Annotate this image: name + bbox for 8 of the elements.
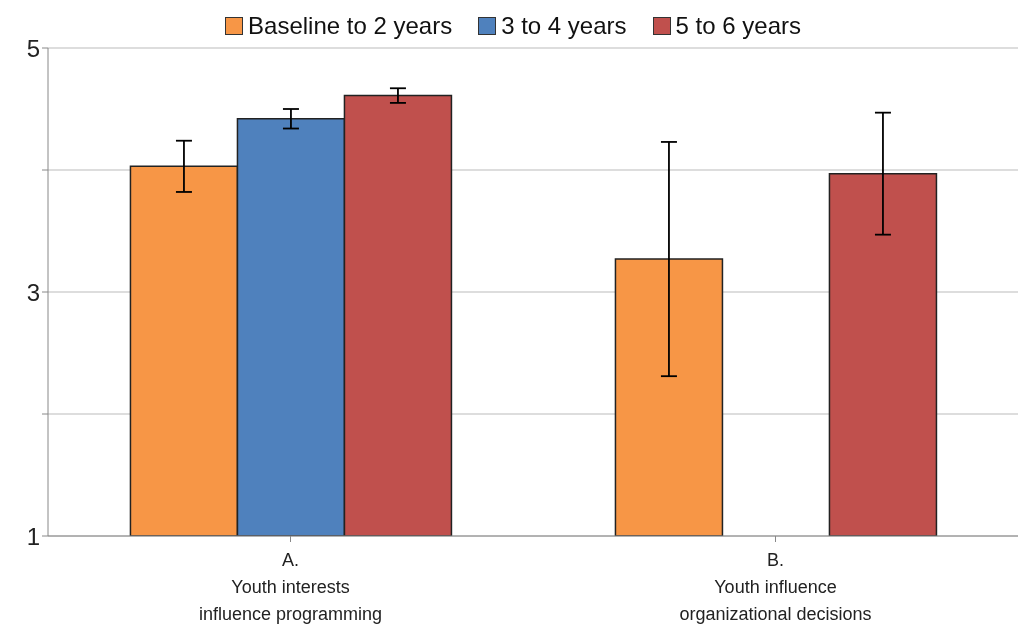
legend-label: 3 to 4 years	[501, 12, 627, 40]
y-tick-label: 1	[26, 522, 40, 550]
x-tick-label: A. Youth interests influence programming	[198, 550, 383, 624]
legend-label: Baseline to 2 years	[248, 12, 453, 40]
y-tick-label: 3	[26, 278, 40, 306]
y-tick-label: 5	[26, 34, 40, 62]
legend-label: 5 to 6 years	[675, 12, 801, 40]
x-tick-label: B. Youth influence organizational decisions	[679, 550, 872, 624]
